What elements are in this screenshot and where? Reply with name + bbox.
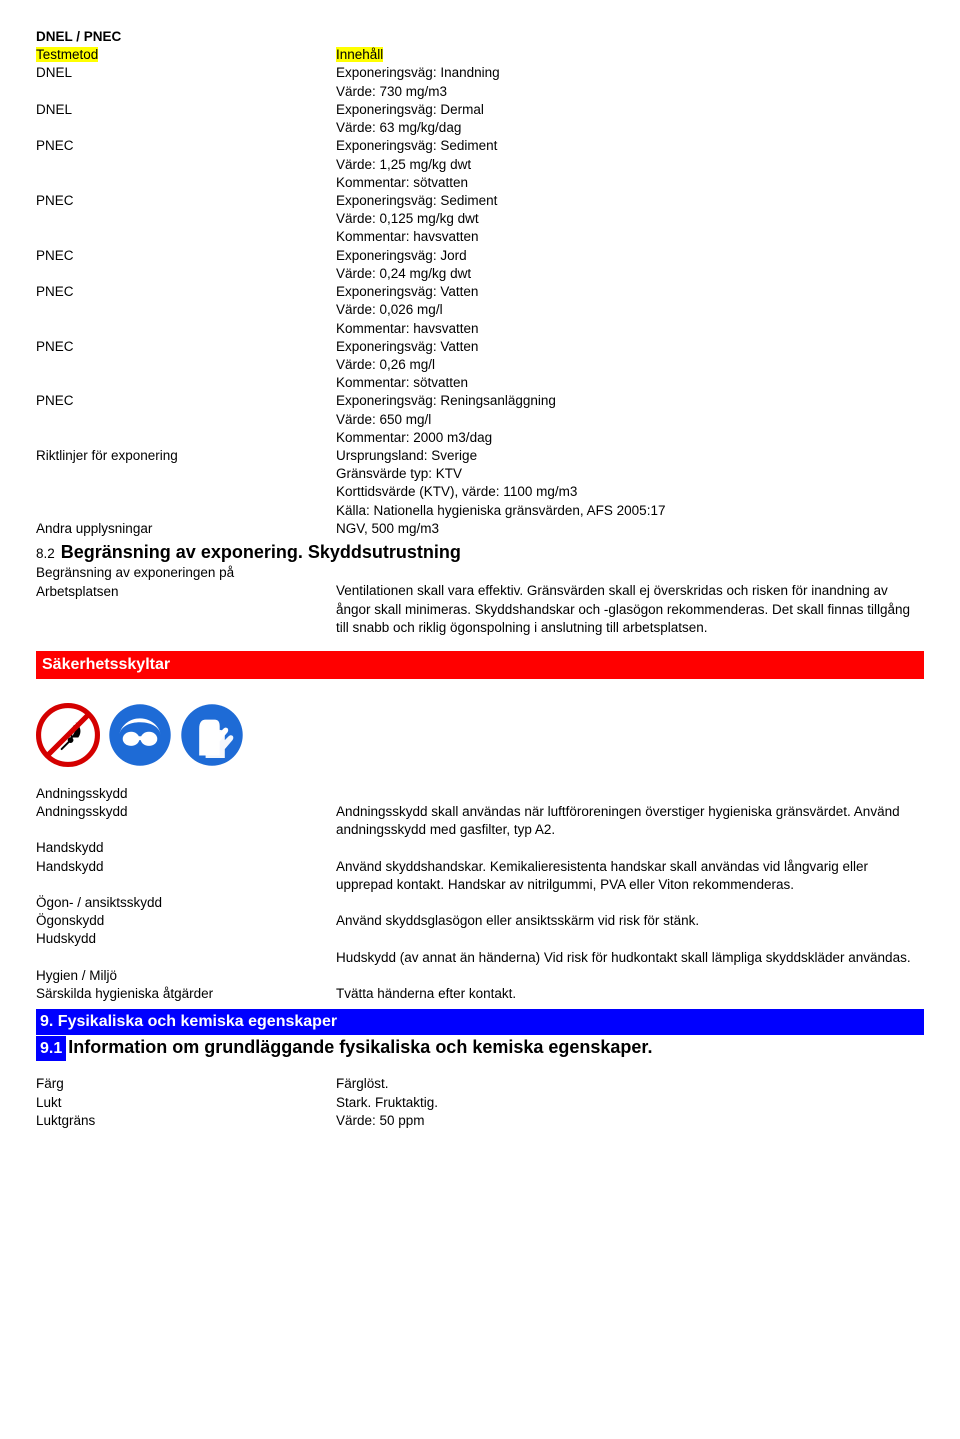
row-value: NGV, 500 mg/m3 bbox=[336, 520, 924, 538]
row-label: PNEC bbox=[36, 338, 336, 393]
row-value: Stark. Fruktaktig. bbox=[336, 1094, 924, 1112]
table-row: Andningsskydd bbox=[36, 785, 924, 803]
table-row: FärgFärglöst. bbox=[36, 1075, 924, 1093]
row-label: Andningsskydd bbox=[36, 803, 336, 839]
table-row: Andra upplysningarNGV, 500 mg/m3 bbox=[36, 520, 924, 538]
row-value: Värde: 50 ppm bbox=[336, 1112, 924, 1130]
exposure-limit-label-2: Arbetsplatsen bbox=[36, 583, 336, 601]
table-row: Särskilda hygieniska åtgärderTvätta händ… bbox=[36, 985, 924, 1003]
row-label: Andningsskydd bbox=[36, 785, 336, 803]
table-row: DNELExponeringsväg: InandningVärde: 730 … bbox=[36, 64, 924, 100]
exposure-limit-row: Begränsning av exponeringen på Arbetspla… bbox=[36, 564, 924, 637]
table-row: DNELExponeringsväg: DermalVärde: 63 mg/k… bbox=[36, 101, 924, 137]
col-head-innehall: Innehåll bbox=[336, 47, 383, 62]
row-value bbox=[336, 839, 924, 857]
row-value: Exponeringsväg: ReningsanläggningVärde: … bbox=[336, 392, 924, 447]
table-row: LuktStark. Fruktaktig. bbox=[36, 1094, 924, 1112]
section-9-heading: 9. Fysikaliska och kemiska egenskaper bbox=[36, 1009, 924, 1035]
row-value: Exponeringsväg: SedimentVärde: 1,25 mg/k… bbox=[336, 137, 924, 192]
dnel-pnec-header: DNEL / PNEC bbox=[36, 28, 924, 46]
row-label: PNEC bbox=[36, 283, 336, 338]
row-label: DNEL bbox=[36, 64, 336, 100]
row-label: Luktgräns bbox=[36, 1112, 336, 1130]
row-value bbox=[336, 894, 924, 912]
safety-icons-row bbox=[36, 693, 924, 785]
row-value: Exponeringsväg: JordVärde: 0,24 mg/kg dw… bbox=[336, 247, 924, 283]
row-value: Använd skyddsglasögon eller ansiktsskärm… bbox=[336, 912, 924, 930]
safety-signs-heading: Säkerhetsskyltar bbox=[36, 651, 924, 679]
table-row: PNECExponeringsväg: ReningsanläggningVär… bbox=[36, 392, 924, 447]
safety-gloves-icon bbox=[180, 703, 244, 767]
table-row: Handskydd bbox=[36, 839, 924, 857]
table-row: PNECExponeringsväg: SedimentVärde: 1,25 … bbox=[36, 137, 924, 192]
row-value bbox=[336, 930, 924, 948]
row-label: Lukt bbox=[36, 1094, 336, 1112]
table-row: HandskyddAnvänd skyddshandskar. Kemikali… bbox=[36, 858, 924, 894]
table-row: Ögon- / ansiktsskydd bbox=[36, 894, 924, 912]
section-8-2-title: Begränsning av exponering. Skyddsutrustn… bbox=[61, 540, 461, 564]
table-row: PNECExponeringsväg: VattenVärde: 0,26 mg… bbox=[36, 338, 924, 393]
safety-goggles-icon bbox=[108, 703, 172, 767]
row-label: Riktlinjer för exponering bbox=[36, 447, 336, 520]
section-8-2-heading: 8.2 Begränsning av exponering. Skyddsutr… bbox=[36, 540, 924, 564]
row-label: PNEC bbox=[36, 137, 336, 192]
row-value: Exponeringsväg: InandningVärde: 730 mg/m… bbox=[336, 64, 924, 100]
row-value bbox=[336, 785, 924, 803]
row-label: PNEC bbox=[36, 247, 336, 283]
row-value: Exponeringsväg: SedimentVärde: 0,125 mg/… bbox=[336, 192, 924, 247]
section-9-1-number: 9.1 bbox=[36, 1036, 66, 1062]
row-label: Hygien / Miljö bbox=[36, 967, 336, 985]
row-label bbox=[36, 949, 336, 967]
row-value bbox=[336, 967, 924, 985]
table-row: PNECExponeringsväg: VattenVärde: 0,026 m… bbox=[36, 283, 924, 338]
row-label: Handskydd bbox=[36, 839, 336, 857]
table-row: AndningsskyddAndningsskydd skall använda… bbox=[36, 803, 924, 839]
row-label: Ögonskydd bbox=[36, 912, 336, 930]
table-row: PNECExponeringsväg: SedimentVärde: 0,125… bbox=[36, 192, 924, 247]
exposure-limit-label-1: Begränsning av exponeringen på bbox=[36, 564, 336, 582]
table-row: Hudskydd (av annat än händerna) Vid risk… bbox=[36, 949, 924, 967]
row-label: Ögon- / ansiktsskydd bbox=[36, 894, 336, 912]
row-value: Exponeringsväg: VattenVärde: 0,26 mg/lKo… bbox=[336, 338, 924, 393]
table-row: PNECExponeringsväg: JordVärde: 0,24 mg/k… bbox=[36, 247, 924, 283]
row-label: PNEC bbox=[36, 192, 336, 247]
row-value: Exponeringsväg: VattenVärde: 0,026 mg/lK… bbox=[336, 283, 924, 338]
row-label: Handskydd bbox=[36, 858, 336, 894]
exposure-limit-value: Ventilationen skall vara effektiv. Gräns… bbox=[336, 564, 924, 637]
row-label: Särskilda hygieniska åtgärder bbox=[36, 985, 336, 1003]
row-value: Hudskydd (av annat än händerna) Vid risk… bbox=[336, 949, 924, 967]
section-9-1-heading: 9.1Information om grundläggande fysikali… bbox=[36, 1035, 924, 1062]
table-row: ÖgonskyddAnvänd skyddsglasögon eller ans… bbox=[36, 912, 924, 930]
row-label: Färg bbox=[36, 1075, 336, 1093]
row-value: Andningsskydd skall användas när luftför… bbox=[336, 803, 924, 839]
no-open-flame-icon bbox=[36, 703, 100, 767]
row-value: Använd skyddshandskar. Kemikalieresisten… bbox=[336, 858, 924, 894]
row-label: PNEC bbox=[36, 392, 336, 447]
section-9-1-title: Information om grundläggande fysikaliska… bbox=[66, 1037, 652, 1057]
table-row: Hygien / Miljö bbox=[36, 967, 924, 985]
column-headers: Testmetod Innehåll bbox=[36, 46, 924, 64]
row-label: DNEL bbox=[36, 101, 336, 137]
row-value: Exponeringsväg: DermalVärde: 63 mg/kg/da… bbox=[336, 101, 924, 137]
col-head-testmetod: Testmetod bbox=[36, 47, 98, 62]
row-value: Ursprungsland: SverigeGränsvärde typ: KT… bbox=[336, 447, 924, 520]
table-row: Riktlinjer för exponeringUrsprungsland: … bbox=[36, 447, 924, 520]
table-row: LuktgränsVärde: 50 ppm bbox=[36, 1112, 924, 1130]
row-value: Färglöst. bbox=[336, 1075, 924, 1093]
row-label: Andra upplysningar bbox=[36, 520, 336, 538]
row-value: Tvätta händerna efter kontakt. bbox=[336, 985, 924, 1003]
section-8-2-number: 8.2 bbox=[36, 545, 55, 563]
table-row: Hudskydd bbox=[36, 930, 924, 948]
row-label: Hudskydd bbox=[36, 930, 336, 948]
